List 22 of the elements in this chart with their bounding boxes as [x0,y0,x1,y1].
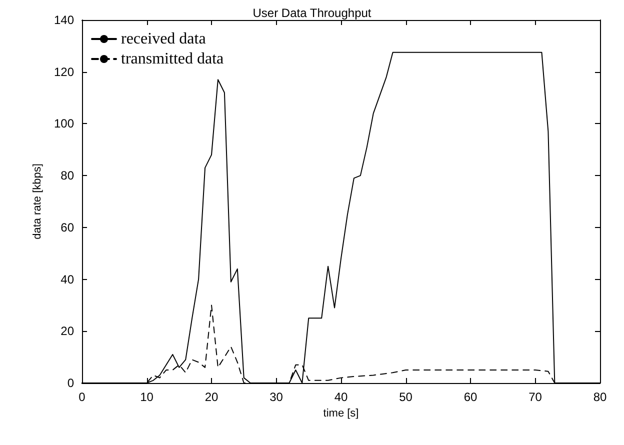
y-tick-label: 0 [67,376,74,390]
x-tick-label: 60 [464,390,478,404]
x-tick-label: 30 [270,390,284,404]
x-tick-label: 80 [593,390,607,404]
x-tick-label: 0 [78,390,86,404]
x-tick-label: 40 [334,390,348,404]
y-tick-label: 20 [60,324,74,338]
legend-label: received data [121,30,206,48]
x-tick-label: 70 [528,390,542,404]
y-tick-label: 140 [54,13,74,27]
x-tick-label: 50 [399,390,413,404]
y-axis-title: data rate [kbps] [32,164,44,240]
x-axis-title: time [s] [323,407,359,420]
x-tick-label: 20 [204,390,218,404]
chart-title: User Data Throughput [252,6,372,20]
y-tick-label: 60 [60,220,74,234]
legend-label: transmitted data [121,50,224,68]
y-tick-label: 100 [54,116,74,131]
y-tick-label: 40 [60,272,74,286]
y-tick-label: 120 [54,64,74,79]
y-tick-label: 80 [60,168,74,183]
x-tick-label: 10 [140,390,154,404]
